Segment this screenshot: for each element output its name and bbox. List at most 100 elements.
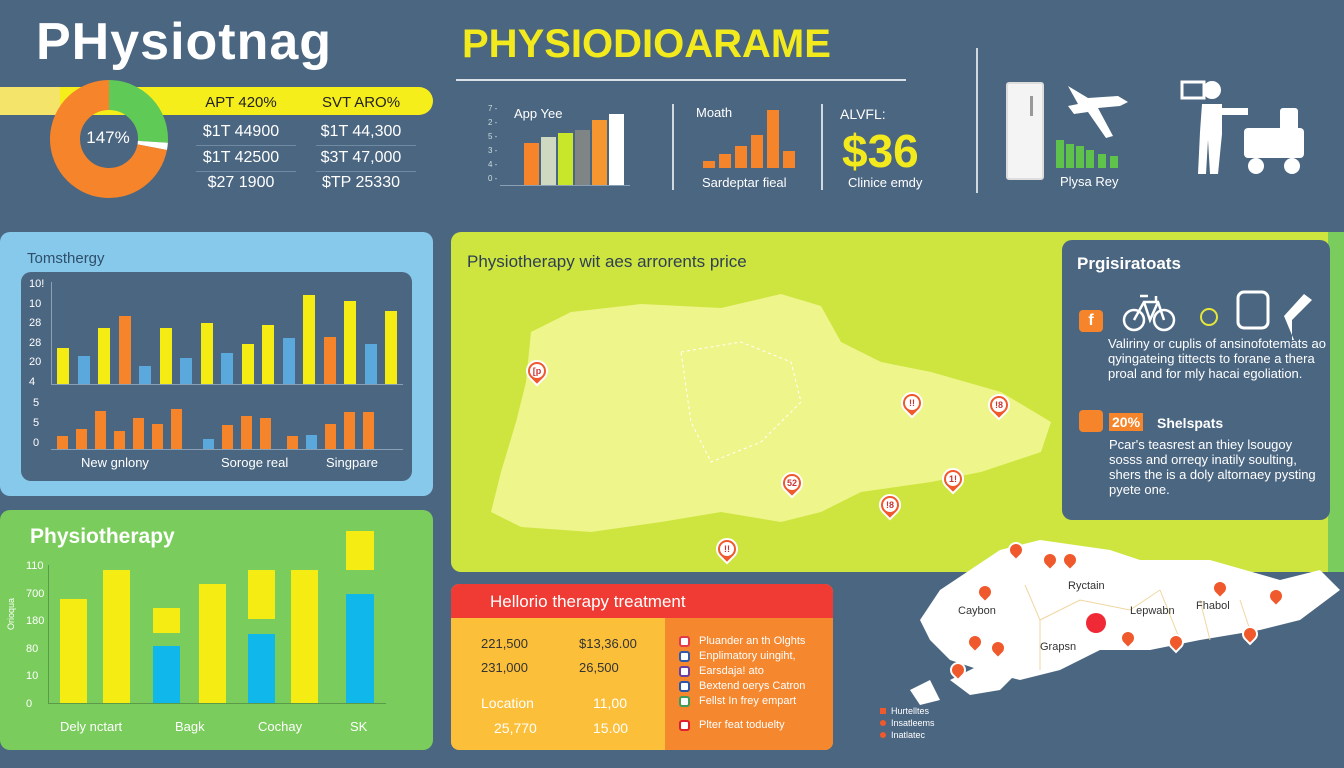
icons-caption: Plysa Rey: [1060, 174, 1119, 189]
badge-title: Shelspats: [1157, 415, 1224, 431]
y-tick: 110: [26, 560, 44, 572]
bar-yellow: [291, 570, 318, 703]
category-label: Sorogе real: [221, 455, 289, 470]
table-cell: $3T 47,000: [320, 149, 402, 166]
y-tick: 0: [33, 437, 40, 449]
region-label: Fhabol: [1196, 600, 1230, 612]
region-label: Ryctain: [1068, 580, 1105, 592]
list-icon: [679, 665, 690, 677]
list-label: Earsdaja! ato: [699, 665, 764, 677]
y-tick: 4: [29, 375, 36, 388]
y-tick: 0 -: [488, 174, 498, 183]
list-item: Plter feat toduelty: [679, 719, 785, 731]
bar: [783, 151, 795, 168]
y-tick: 2 -: [488, 118, 498, 127]
bar: [133, 417, 144, 449]
person-icon: [1079, 410, 1103, 432]
list-icon: [679, 719, 690, 731]
y-tick: 28: [29, 336, 42, 349]
bars: [524, 110, 634, 185]
y-axis: [48, 565, 49, 703]
region-map[interactable]: [880, 530, 1344, 768]
bar: [152, 423, 163, 449]
y-tick: 10: [26, 670, 39, 682]
category-label: New gnlony: [81, 455, 149, 470]
x-axis: [500, 185, 630, 186]
facebook-icon[interactable]: f: [1079, 310, 1103, 332]
list-icon: [679, 635, 690, 647]
bar: [57, 348, 69, 384]
table-cell: 25,770: [494, 720, 537, 736]
bar: [222, 424, 233, 449]
panel-title: Tomsthergy: [27, 250, 105, 267]
table-cell: 221,500: [481, 636, 528, 651]
table-cell: $TP 25330: [322, 174, 400, 191]
list-item: Earsdaja! ato: [679, 665, 764, 677]
bar-blue: [346, 593, 374, 703]
treatment-table: Hellorio therapy treatment 221,500 $13,3…: [451, 584, 833, 750]
list-item: Bextend oerys Catron: [679, 680, 805, 692]
bar: [751, 135, 763, 168]
bar: [558, 133, 573, 185]
airplane-icon: [1068, 86, 1128, 138]
category-label: Bagk: [175, 719, 205, 734]
category-label: Singpare: [326, 455, 379, 470]
bar: [95, 411, 106, 449]
donut-segment: [137, 140, 168, 151]
chart-title: App Yee: [514, 106, 563, 121]
region-label: Grapsn: [1040, 641, 1077, 653]
refrigerator-icon: [1006, 82, 1044, 180]
x-axis: [48, 703, 386, 704]
table-cell: 11,00: [593, 695, 627, 711]
bar: [114, 431, 125, 449]
percentage-badge: 20%: [1109, 413, 1144, 431]
kpi-label: ALVFL:: [840, 106, 886, 122]
bar: [200, 322, 213, 384]
bar-yellow: [248, 570, 275, 619]
clock-icon: [1200, 308, 1218, 326]
bar: [344, 412, 355, 449]
bar: [282, 337, 295, 384]
bar: [203, 438, 214, 449]
donut-label: 147%: [86, 128, 130, 147]
bar: [703, 160, 715, 168]
y-tick: 700: [26, 587, 45, 600]
divider: [672, 104, 674, 190]
bar-yellow: [153, 607, 180, 633]
list-item: Pluander an th Olghts: [679, 635, 805, 647]
panel-edge: [1328, 232, 1344, 572]
mini-bar-chart-moath: [703, 110, 803, 168]
physiotherapy-panel: Physiotherapy Orioqua 110 700 180 80 10 0 Del…: [0, 510, 433, 750]
bar-blue: [248, 634, 275, 703]
panel-title: Physiotherapy: [30, 525, 175, 548]
bar: [609, 114, 624, 185]
bar: [385, 310, 397, 384]
bar: [364, 343, 377, 384]
list-item: Enplimatory uingiht,: [679, 650, 796, 662]
vehicle-crane-icon: [1234, 290, 1312, 340]
bar: [524, 143, 539, 185]
bar: [171, 409, 182, 449]
y-tick: 20: [29, 356, 42, 368]
kpi-value: $36: [842, 125, 919, 177]
category-label: Cochay: [258, 719, 303, 734]
row-divider: [316, 171, 416, 172]
bar: [139, 366, 151, 384]
chart-title: Moath: [696, 105, 733, 120]
bar: [541, 136, 556, 185]
legend-item: Inatlatec: [891, 730, 926, 740]
info-card: Prgisiratoats f Valiriny or cuplis of an…: [1062, 240, 1330, 520]
bar: [57, 435, 68, 449]
list-label: Enplimatory uingiht,: [699, 650, 796, 662]
bar: [262, 324, 274, 384]
y-tick: 80: [26, 642, 39, 655]
divider: [976, 48, 978, 193]
title-underline: [456, 79, 906, 81]
bar: [344, 301, 356, 384]
country-map[interactable]: [461, 272, 1061, 562]
y-tick: 4 -: [488, 160, 498, 169]
y-tick: 5: [33, 397, 40, 409]
table-cell: $1T 44900: [202, 123, 280, 140]
donut-segment: [50, 80, 167, 198]
card-paragraph: Valiriny or cuplis of ansinofotemats ao …: [1108, 336, 1326, 381]
